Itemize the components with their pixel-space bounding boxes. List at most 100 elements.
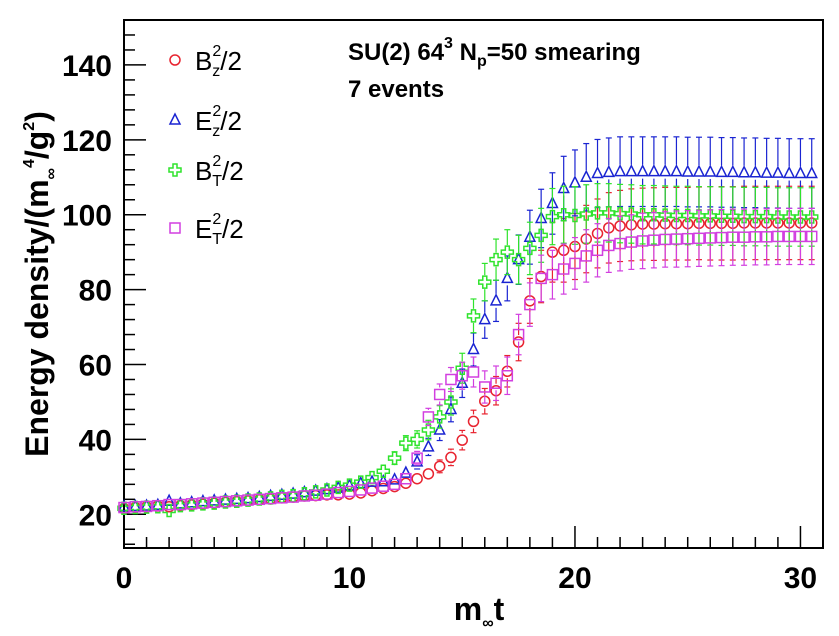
- data-point: [185, 498, 198, 510]
- data-point: [309, 489, 322, 501]
- data-point: [511, 252, 526, 267]
- data-point: [445, 451, 457, 464]
- y-axis-title-c: ): [19, 111, 55, 122]
- data-point: [670, 163, 683, 177]
- data-point: [298, 490, 311, 502]
- data-point: [680, 208, 695, 223]
- data-point: [253, 493, 266, 506]
- data-point: [117, 501, 131, 516]
- data-point: [152, 499, 164, 512]
- data-point: [399, 436, 413, 450]
- data-point: [726, 164, 740, 178]
- data-point: [772, 230, 784, 243]
- data-point: [760, 231, 773, 243]
- data-point: [603, 239, 615, 252]
- annotation-1b: N: [453, 39, 477, 66]
- data-point: [399, 465, 413, 478]
- data-point: [636, 163, 649, 177]
- data-point: [208, 496, 220, 509]
- data-point: [670, 233, 683, 245]
- data-point: [422, 411, 435, 423]
- data-point: [467, 366, 480, 378]
- annotation-line-2: 7 events: [348, 76, 444, 103]
- x-tick-label: 10: [333, 562, 366, 595]
- data-point: [411, 472, 423, 485]
- data-point: [331, 480, 345, 495]
- data-point: [625, 236, 638, 248]
- data-point: [771, 210, 785, 224]
- data-point: [512, 328, 525, 341]
- data-point: [749, 165, 762, 178]
- data-point: [332, 486, 344, 499]
- data-point: [479, 381, 491, 393]
- data-point: [715, 164, 728, 178]
- data-point: [704, 164, 717, 177]
- tick-labels: 0 10 20 30 20 40 60 80 100 120 140: [62, 50, 817, 595]
- data-point: [467, 415, 480, 428]
- legend-marker: [168, 112, 182, 125]
- series-1: [117, 136, 818, 512]
- annotation-1c: =50 smearing: [487, 39, 641, 66]
- data-point: [591, 165, 604, 179]
- data-point: [422, 439, 435, 452]
- data-point: [738, 231, 750, 243]
- data-point: [793, 210, 808, 224]
- data-point: [410, 432, 424, 447]
- data-point: [467, 341, 480, 355]
- data-point: [692, 209, 706, 223]
- data-point: [681, 232, 694, 245]
- data-point: [466, 309, 481, 323]
- legend-marker: [169, 54, 181, 66]
- data-point: [703, 209, 718, 223]
- data-point: [287, 491, 299, 503]
- data-point: [805, 230, 818, 243]
- data-point: [782, 165, 796, 179]
- data-point: [613, 163, 627, 177]
- data-point: [501, 270, 514, 284]
- data-point: [523, 241, 537, 256]
- data-point: [321, 488, 333, 500]
- legend-entry: B2 z/2: [195, 43, 242, 80]
- data-point: [546, 268, 559, 281]
- data-point: [433, 388, 446, 401]
- data-point: [794, 230, 807, 243]
- annotation-1-exp: 3: [444, 35, 453, 52]
- plot-frame: [123, 19, 824, 549]
- legend-entry: B2 T/2: [195, 153, 244, 190]
- data-point: [320, 483, 334, 497]
- data-point: [163, 498, 175, 511]
- data-point: [500, 245, 515, 259]
- data-point: [276, 492, 288, 504]
- data-point: [129, 501, 142, 513]
- y-axis-title-b: /g: [19, 131, 55, 159]
- legend-marker: [169, 222, 181, 234]
- data-point: [556, 207, 571, 222]
- data-point: [579, 207, 593, 221]
- x-axis-title-tail: t: [494, 591, 505, 627]
- y-axis-title: Energy density/(m∞ 4/g2): [19, 111, 60, 457]
- data-point: [455, 361, 469, 376]
- legend-marker: [168, 163, 182, 177]
- data-point: [365, 474, 379, 487]
- data-point: [433, 422, 446, 435]
- data-point: [376, 464, 391, 478]
- data-point: [512, 251, 525, 265]
- data-point: [580, 169, 593, 183]
- data-point: [445, 373, 457, 386]
- data-point: [355, 484, 367, 496]
- y-axis-title-a: Energy density/(m: [19, 179, 55, 456]
- data-point: [727, 231, 739, 243]
- data-point: [387, 451, 402, 465]
- y-tick-label: 100: [62, 200, 112, 233]
- data-point: [659, 233, 671, 246]
- data-point: [524, 298, 536, 311]
- data-point: [783, 230, 795, 243]
- annotation-1-sub: p: [477, 53, 487, 70]
- annotation-line-1: SU(2) 643 Np=50 smearing: [348, 35, 641, 70]
- x-tick-label: 0: [116, 562, 133, 595]
- data-point: [377, 480, 390, 492]
- data-point: [411, 452, 423, 464]
- data-point: [714, 209, 729, 223]
- data-point: [681, 164, 694, 177]
